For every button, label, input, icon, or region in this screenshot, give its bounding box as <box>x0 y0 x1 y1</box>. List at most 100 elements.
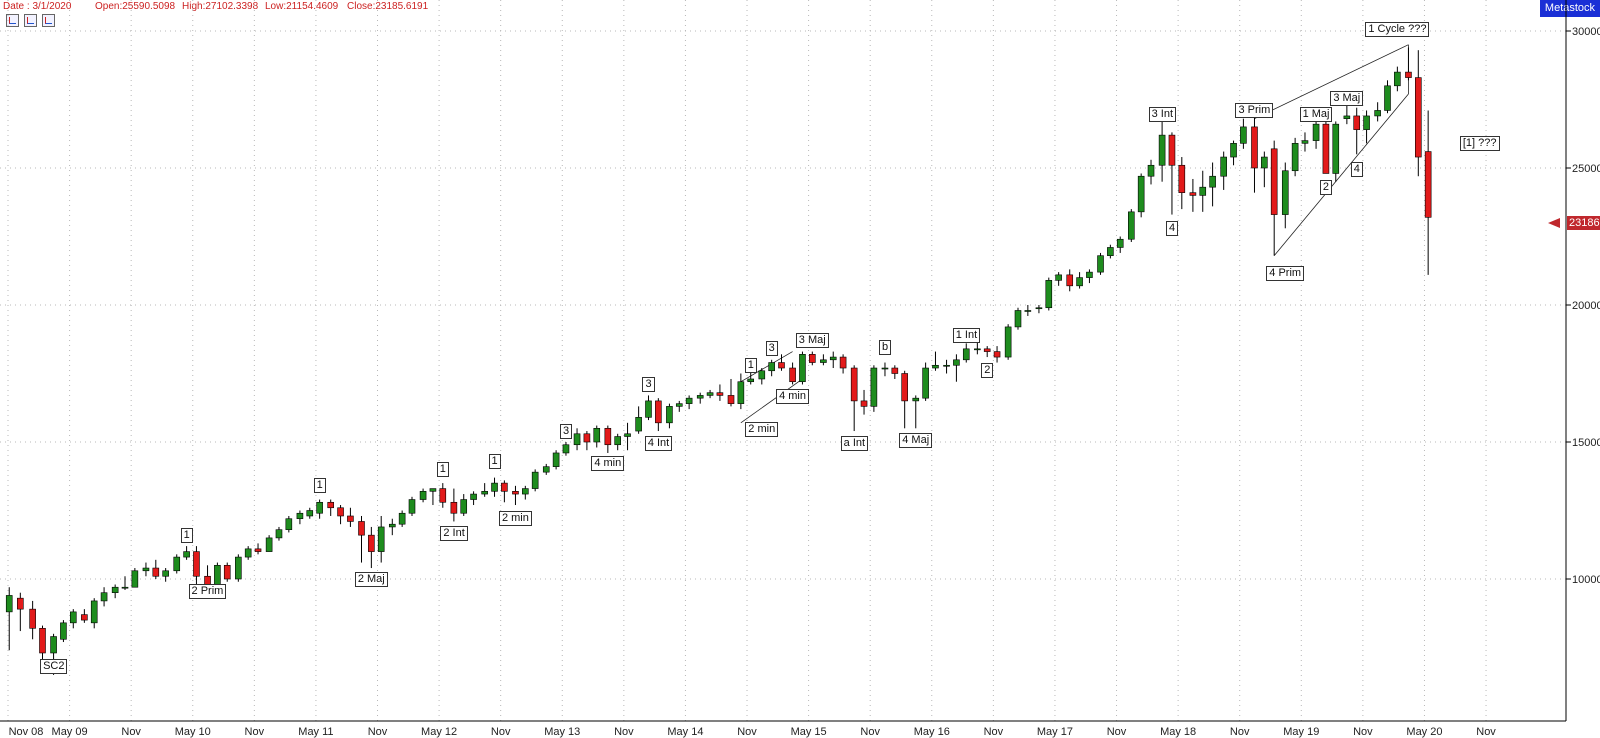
candle <box>1116 236 1124 253</box>
candle-body-up <box>429 488 437 492</box>
candle-body-down <box>81 614 88 621</box>
candle <box>223 562 231 582</box>
candle <box>1230 140 1237 166</box>
candle <box>1076 272 1083 289</box>
candle <box>1097 252 1104 275</box>
candle-body-up <box>235 556 242 580</box>
candle-body-up <box>275 529 283 539</box>
candle-body-up <box>922 367 929 399</box>
header-close: Close:23185.6191 <box>347 1 429 12</box>
candle-body-down <box>891 367 899 374</box>
candle <box>1066 269 1074 292</box>
candle <box>173 554 181 574</box>
candle <box>799 351 806 385</box>
candle <box>285 515 293 533</box>
candle <box>645 395 652 421</box>
candle-body-up <box>666 406 673 424</box>
x-tick-label: Nov <box>984 726 1004 738</box>
candle <box>1332 121 1340 182</box>
candle <box>142 562 150 577</box>
candle <box>1291 137 1299 177</box>
zoom-in-icon[interactable] <box>6 14 19 27</box>
candle-body-down <box>1270 148 1278 215</box>
wave-label: 1 <box>180 527 193 543</box>
candle-body-up <box>573 433 581 446</box>
candle-body-up <box>60 622 67 640</box>
candle-body-up <box>388 523 396 528</box>
candle-body-up <box>121 586 129 589</box>
candle <box>1055 272 1062 286</box>
candle <box>69 609 77 629</box>
candle-body-up <box>1209 175 1216 188</box>
axis-ticks: Nov 08 May 09 Nov May 10 Nov May 11 Nov May 12 N… <box>9 26 1600 738</box>
candle <box>860 389 868 415</box>
trend-line <box>1254 44 1409 120</box>
candle <box>235 554 242 582</box>
candle <box>1405 47 1412 81</box>
candle-body-up <box>706 392 714 396</box>
zoom-reset-icon[interactable] <box>42 14 55 27</box>
candle-body-down <box>727 395 735 404</box>
x-tick-label: May 11 <box>298 726 333 738</box>
candle-body-up <box>962 348 970 361</box>
candle <box>1209 162 1216 207</box>
wave-label: 3 Prim <box>1235 102 1274 118</box>
candle-body-up <box>142 567 150 572</box>
candle <box>983 346 991 358</box>
trend-line <box>740 378 803 424</box>
candle-body-up <box>696 395 704 399</box>
x-tick-label: Nov <box>1353 726 1373 738</box>
candle <box>943 359 950 374</box>
candle-body-up <box>491 482 498 492</box>
candle <box>1147 159 1155 185</box>
candle-body-up <box>1076 277 1083 287</box>
candle <box>1086 269 1093 284</box>
x-tick-label: Nov <box>1230 726 1250 738</box>
candle <box>162 568 169 582</box>
candle-body-up <box>90 600 98 624</box>
candle-body-up <box>1035 307 1043 310</box>
wave-label: [1] ??? <box>1459 135 1500 151</box>
candle <box>1035 305 1043 314</box>
x-tick-label: Nov <box>368 726 388 738</box>
candle-body-up <box>1158 134 1166 166</box>
candle-body-up <box>100 592 108 602</box>
candle-body-up <box>1394 71 1401 87</box>
candle-body-up <box>5 595 13 613</box>
wave-label: 2 <box>981 363 994 379</box>
candle <box>1301 132 1309 152</box>
candle-body-up <box>1240 126 1247 144</box>
candle-body-up <box>1045 280 1053 309</box>
candle-body-up <box>953 359 960 366</box>
candle <box>296 510 304 525</box>
wave-label: 4 <box>1350 161 1363 177</box>
header-date: Date : 3/1/2020 <box>3 1 72 12</box>
candle-body-up <box>481 491 488 495</box>
candle <box>912 395 920 429</box>
candle-body-up <box>408 499 416 514</box>
candle <box>993 346 1001 363</box>
candle-body-down <box>1066 274 1074 287</box>
candle-body-up <box>265 537 273 552</box>
candle <box>1024 305 1032 316</box>
x-tick-label: May 17 <box>1037 726 1073 738</box>
candle <box>583 431 591 451</box>
candle-body-up <box>737 381 745 404</box>
candle-body-down <box>850 367 858 402</box>
candle <box>1414 50 1422 177</box>
candle-body-up <box>635 417 642 432</box>
candle-body-up <box>1137 175 1145 213</box>
y-tick-label: 25000 <box>1572 163 1600 175</box>
zoom-out-icon[interactable] <box>24 14 37 27</box>
candle-body-up <box>974 348 981 351</box>
candle-body-down <box>1405 71 1412 78</box>
candle <box>327 499 335 516</box>
candle <box>758 368 766 385</box>
candle <box>727 378 735 407</box>
candle-body-up <box>645 400 652 418</box>
candle <box>953 354 960 382</box>
wave-label: 1 Int <box>952 327 981 343</box>
candle <box>17 592 24 632</box>
wave-label: b <box>878 339 892 355</box>
